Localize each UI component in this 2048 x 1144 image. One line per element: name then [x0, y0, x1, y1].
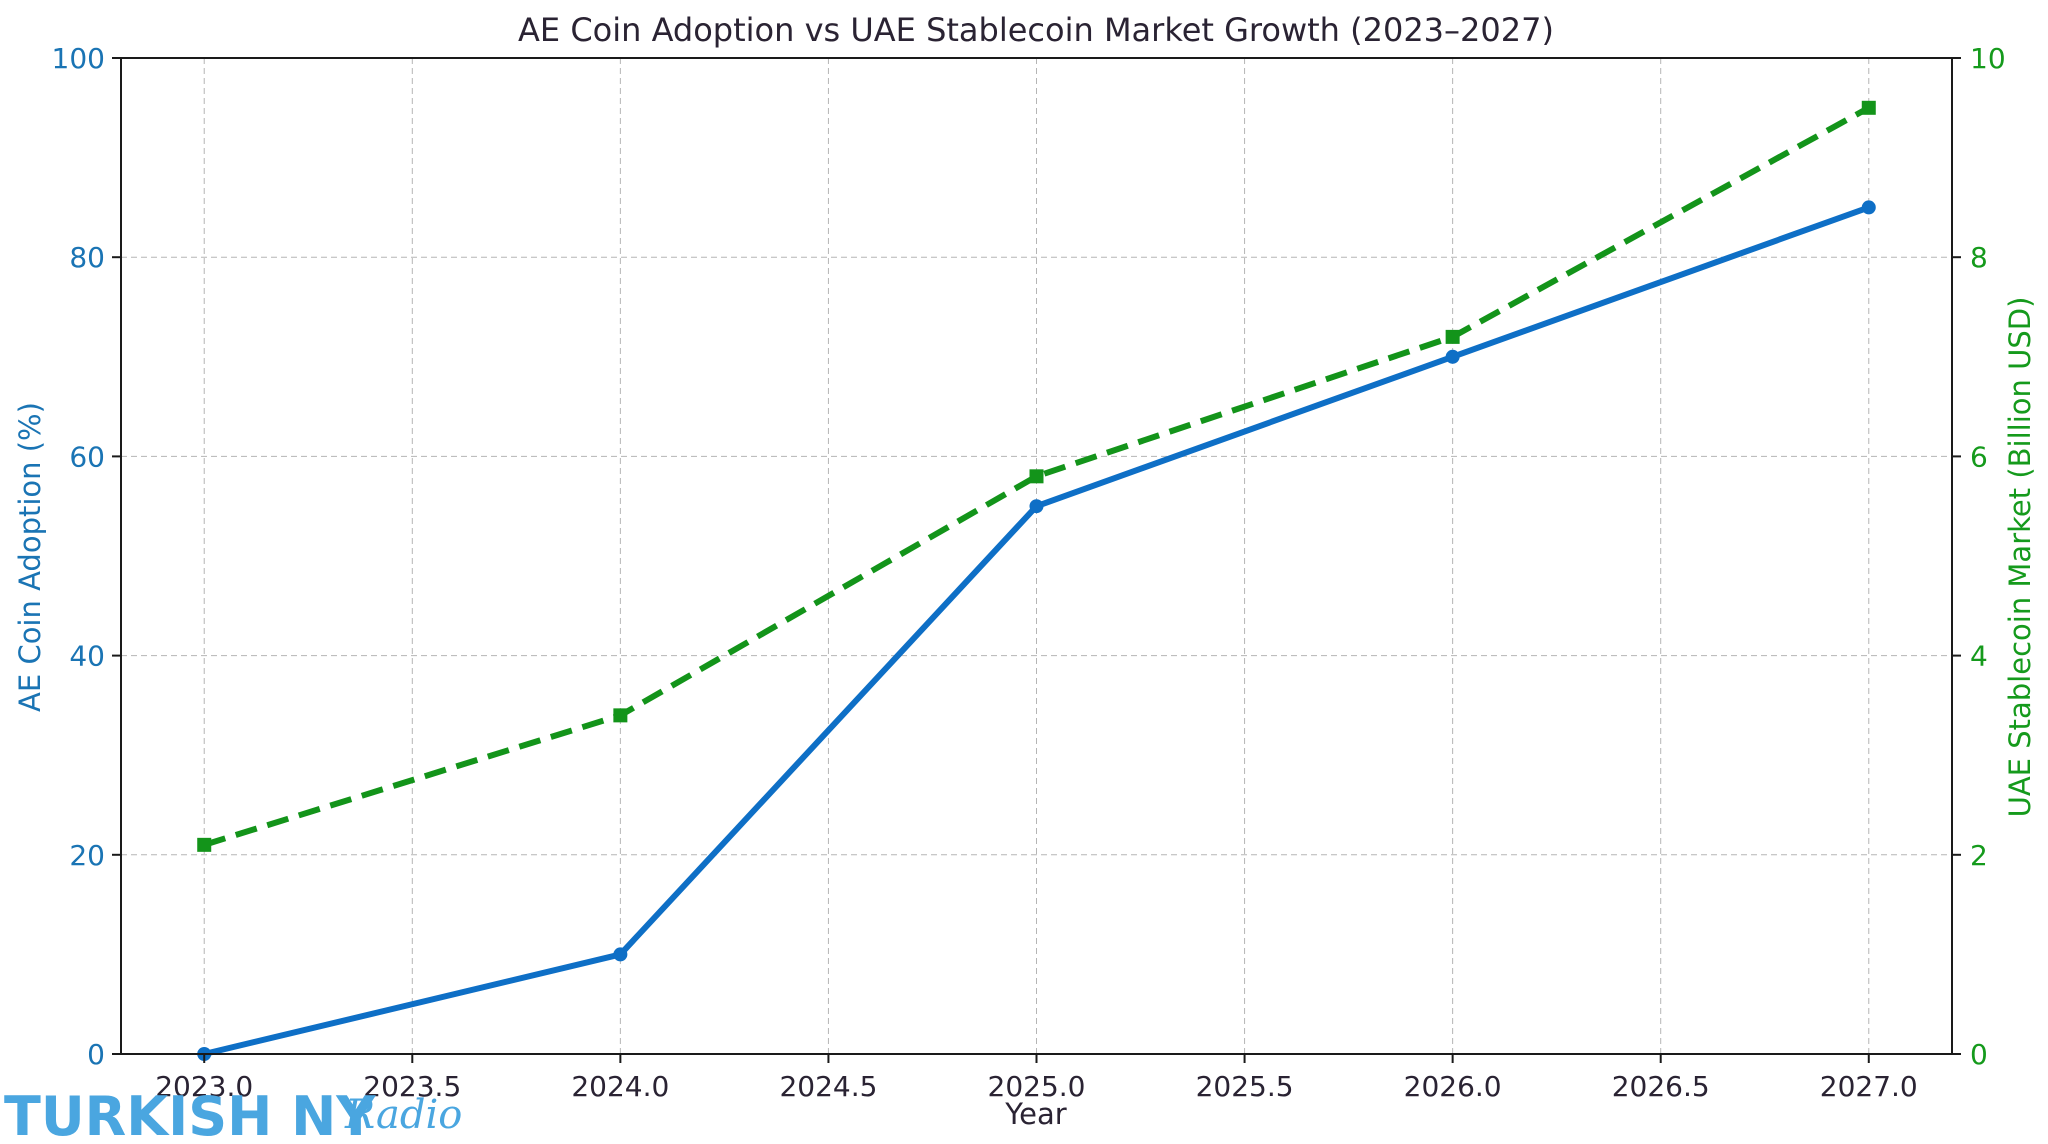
y-axis-right: 0 2 4 6 8 10: [1952, 42, 2006, 1071]
x-tick-label: 2026.5: [1612, 1070, 1710, 1103]
x-tick-label: 2024.0: [571, 1070, 669, 1103]
x-tick-label: 2025.5: [1196, 1070, 1294, 1103]
data-point-marker: [197, 837, 212, 852]
y-axis-left: 0 20 40 60 80 100: [52, 42, 121, 1071]
x-tick-label: 2025.0: [988, 1070, 1086, 1103]
chart-title: AE Coin Adoption vs UAE Stablecoin Marke…: [518, 11, 1554, 49]
watermark-script-text: Radio: [344, 1092, 462, 1138]
data-point-marker: [613, 947, 628, 962]
x-axis-label: Year: [1004, 1097, 1066, 1131]
watermark-logo: TURKISH NY Radio: [4, 1085, 462, 1144]
y-left-tick-label: 60: [69, 440, 105, 473]
y-right-tick-label: 10: [1970, 42, 2006, 75]
x-tick-label: 2023.5: [363, 1070, 461, 1103]
y-left-tick-label: 40: [69, 640, 105, 673]
y-right-tick-label: 4: [1970, 640, 1988, 673]
x-tick-label: 2027.0: [1820, 1070, 1918, 1103]
data-point-marker: [1861, 200, 1876, 215]
y-axis-right-label: UAE Stablecoin Market (Billion USD): [2003, 297, 2037, 818]
data-point-marker: [1861, 100, 1876, 115]
data-point-marker: [1445, 329, 1460, 344]
y-left-tick-label: 20: [69, 839, 105, 872]
series-layer: [197, 100, 1876, 1061]
data-point-marker: [1445, 349, 1460, 364]
y-left-tick-label: 100: [52, 42, 105, 75]
y-right-tick-label: 0: [1970, 1038, 1988, 1071]
data-point-marker: [613, 708, 628, 723]
x-tick-label: 2026.0: [1404, 1070, 1502, 1103]
y-right-tick-label: 2: [1970, 839, 1988, 872]
y-left-tick-label: 80: [69, 241, 105, 274]
data-point-marker: [1029, 469, 1044, 484]
y-right-tick-label: 8: [1970, 241, 1988, 274]
x-axis: 2023.0 2023.5 2024.0 2024.5 2025.0 2025.5 2026…: [155, 1054, 1918, 1103]
data-point-marker: [1029, 499, 1044, 514]
y-left-tick-label: 0: [87, 1038, 105, 1071]
x-tick-label: 2023.0: [155, 1070, 253, 1103]
series-stablecoin-market: [197, 100, 1876, 852]
y-right-tick-label: 6: [1970, 440, 1988, 473]
x-tick-label: 2024.5: [779, 1070, 877, 1103]
y-axis-left-label: AE Coin Adoption (%): [13, 402, 47, 712]
watermark-main-text: TURKISH NY: [4, 1085, 376, 1144]
